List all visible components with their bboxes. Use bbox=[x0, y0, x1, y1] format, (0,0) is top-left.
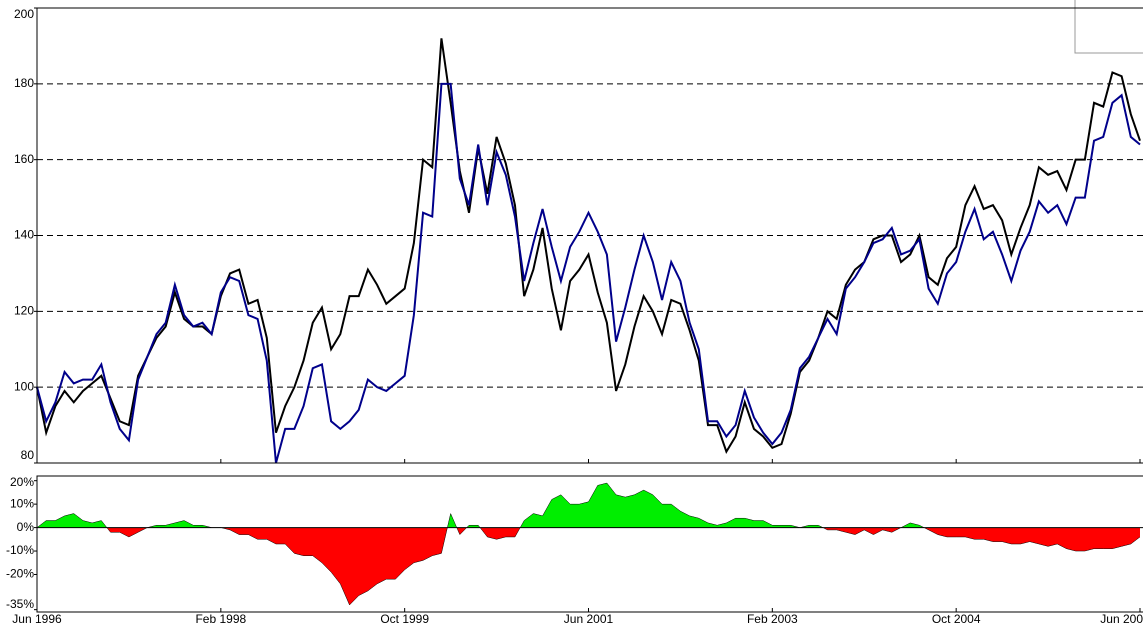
line-series bbox=[36, 82, 1141, 464]
y-tick-label: 180 bbox=[14, 76, 34, 90]
y-tick-label: 100 bbox=[14, 379, 34, 393]
x-tick-label: Jun 2001 bbox=[564, 612, 614, 626]
y-tick-label: 120 bbox=[14, 304, 34, 318]
area-outline bbox=[36, 482, 1141, 606]
y-tick-label: 0% bbox=[17, 520, 35, 534]
plot-frame bbox=[36, 475, 1143, 613]
legend-box bbox=[1074, 0, 1143, 54]
y-tick-label: 140 bbox=[14, 228, 34, 242]
plot-frame bbox=[36, 7, 1143, 464]
y-tick-label: 200 bbox=[14, 7, 34, 21]
y-tick-label: 20% bbox=[10, 475, 34, 489]
x-tick-label: Oct 2004 bbox=[932, 612, 981, 626]
x-tick-label: Jun 1996 bbox=[12, 612, 62, 626]
x-tick-label: Feb 2003 bbox=[747, 612, 798, 626]
x-tick-label: Jun 200 bbox=[1100, 612, 1143, 626]
y-tick-label: 80 bbox=[21, 448, 35, 462]
y-tick-label: 160 bbox=[14, 152, 34, 166]
positive-area bbox=[37, 483, 1140, 528]
line-series bbox=[36, 38, 1141, 454]
x-tick-label: Feb 1998 bbox=[195, 612, 246, 626]
y-tick-label: -10% bbox=[6, 543, 34, 557]
y-tick-label: -35% bbox=[6, 597, 34, 611]
x-tick-label: Oct 1999 bbox=[380, 612, 429, 626]
y-tick-label: 10% bbox=[10, 496, 34, 510]
negative-area bbox=[106, 527, 1140, 605]
y-tick-label: -20% bbox=[6, 567, 34, 581]
